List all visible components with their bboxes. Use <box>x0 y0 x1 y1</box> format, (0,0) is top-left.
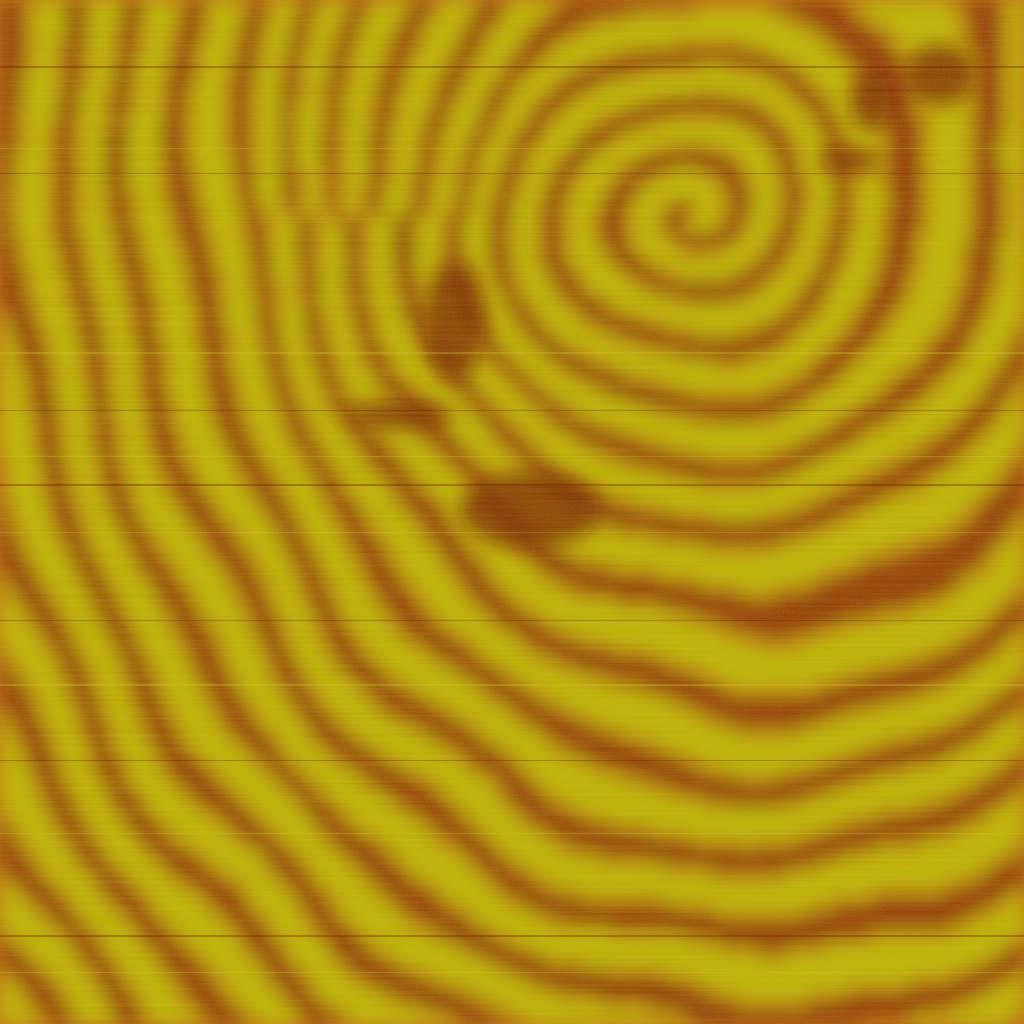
afm-phase-image <box>0 0 1024 1024</box>
stripe-domain-pattern <box>0 0 1024 1024</box>
